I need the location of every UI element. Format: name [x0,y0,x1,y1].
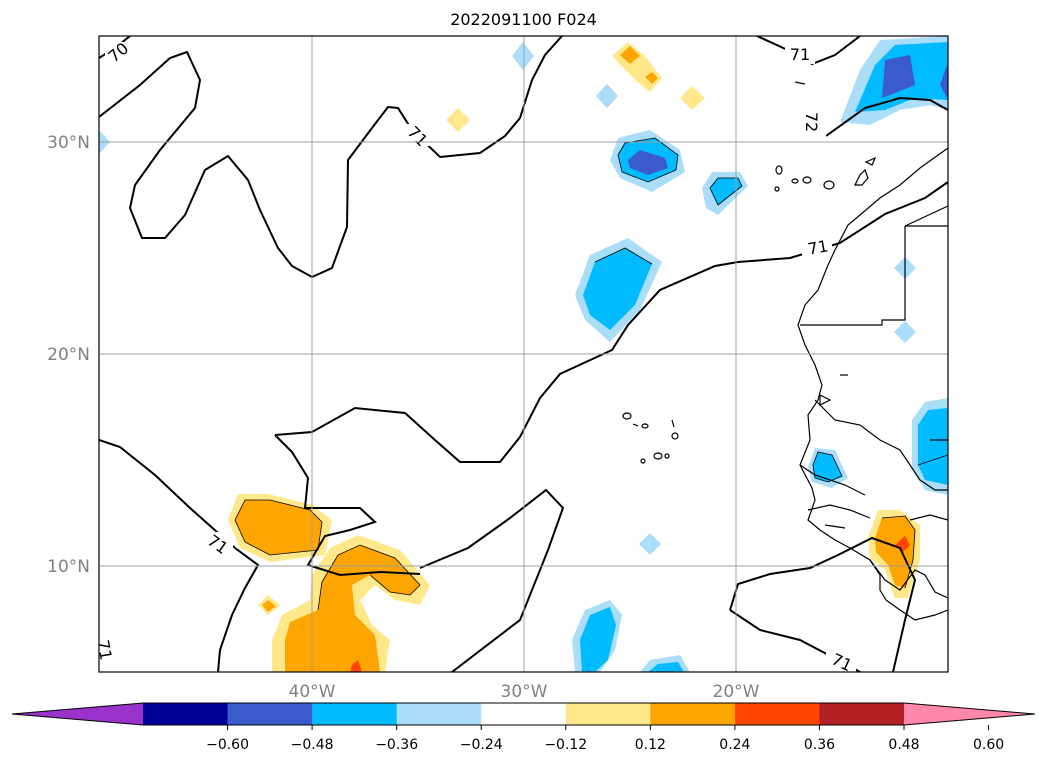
colorbar-swatch [650,703,736,725]
contour-label: 71 [829,650,855,676]
colorbar-swatch [396,703,482,725]
colorbar-swatch [312,703,398,725]
plot-frame [98,35,949,673]
colorbar-tick-label: −0.36 [375,737,418,753]
contour-label: 72 [802,112,821,132]
colorbar-swatch [734,703,820,725]
colorbar-outline [11,702,1036,726]
colorbar-extend-high [904,703,1035,725]
lat-tick-label: 20°N [47,345,90,365]
map-title: 2022091100 F024 [450,10,597,29]
colorbar-tick-label: −0.24 [460,737,503,753]
gridlines [99,36,948,672]
colorbar-swatch [819,703,905,725]
lon-tick-label: 20°W [713,682,760,702]
shaded-anomalies [99,36,948,672]
colorbar-tick-label: −0.48 [291,737,334,753]
colorbar-tick-label: 0.36 [804,737,835,753]
colorbar-swatch [227,703,313,725]
colorbar-tick-label: −0.60 [206,737,249,753]
colorbar: −0.60 −0.48 −0.36 −0.24 −0.12 0.12 0.24 0.36 0.4… [11,702,1036,753]
contour-labels: 70 71 71 71 71 72 71 71 [93,39,856,676]
colorbar-swatch [565,703,651,725]
colorbar-extend-low [12,703,143,725]
contour-label: 71 [790,45,810,64]
coastlines [797,147,948,621]
contour-label: 71 [93,638,115,661]
colorbar-swatch [143,703,229,725]
lat-tick-label: 30°N [47,133,90,153]
colorbar-swatch [481,703,567,725]
lat-tick-label: 10°N [47,557,90,577]
lon-tick-labels: 40°W 30°W 20°W [289,682,760,702]
colorbar-tick-label: 0.12 [635,737,666,753]
lat-tick-labels: 30°N 20°N 10°N [47,133,90,577]
colorbar-tick-label: 0.60 [973,737,1004,753]
islands [622,81,877,464]
contour-label: 71 [806,236,829,258]
colorbar-tick-label: 0.48 [888,737,919,753]
lon-tick-label: 40°W [289,682,336,702]
lon-tick-label: 30°W [501,682,548,702]
colorbar-tick-label: 0.24 [719,737,750,753]
colorbar-tick-label: −0.12 [544,737,587,753]
